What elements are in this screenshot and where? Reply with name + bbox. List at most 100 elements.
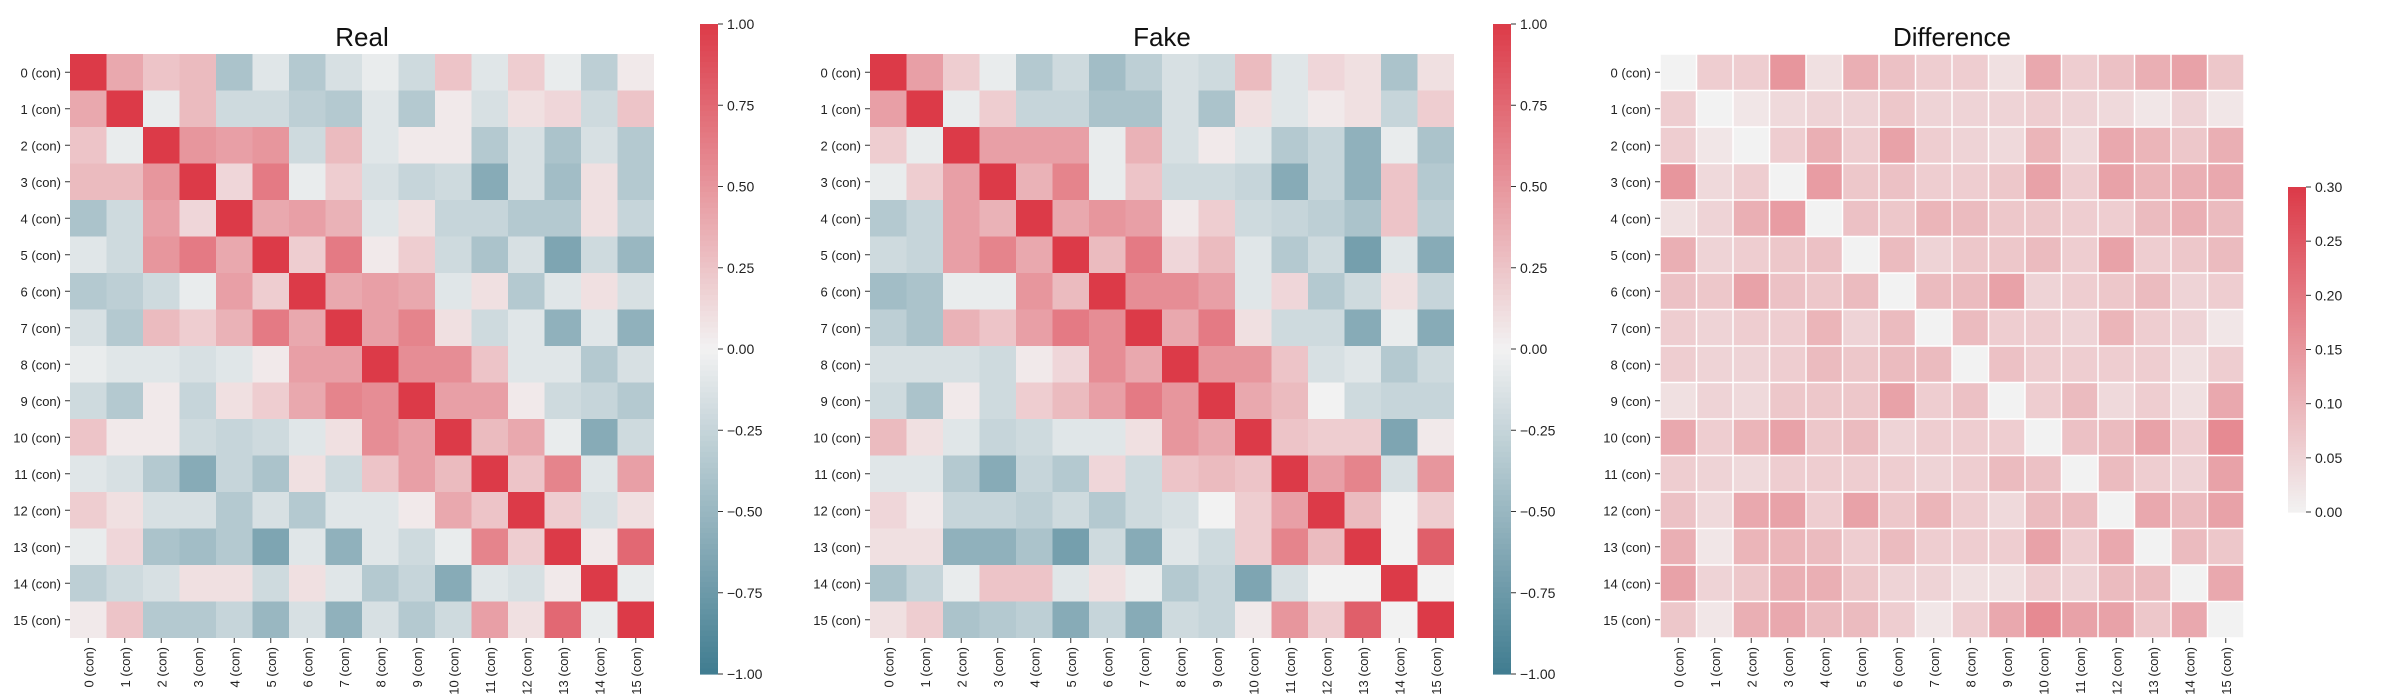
heatmap-cell bbox=[1125, 419, 1162, 456]
heatmap-cell bbox=[1308, 601, 1345, 638]
colorbar-segment bbox=[2288, 327, 2306, 332]
heatmap-cell bbox=[2098, 54, 2134, 90]
colorbar-segment bbox=[2288, 205, 2306, 210]
colorbar-segment bbox=[700, 126, 718, 133]
colorbar-segment bbox=[700, 229, 718, 236]
heatmap-cell bbox=[70, 565, 107, 602]
colorbar-segment bbox=[700, 468, 718, 475]
colorbar-segment bbox=[700, 441, 718, 448]
heatmap-cell bbox=[1417, 127, 1454, 164]
heatmap-cell bbox=[435, 163, 472, 200]
heatmap-cell bbox=[979, 565, 1016, 602]
colorbar-segment bbox=[700, 636, 718, 643]
heatmap-cell bbox=[1989, 127, 2025, 163]
x-tick-label: 8 (con) bbox=[373, 647, 388, 687]
heatmap-cell bbox=[216, 492, 253, 529]
heatmap-cell bbox=[1879, 200, 1915, 236]
heatmap-cell bbox=[2171, 529, 2207, 565]
y-tick-label: 0 (con) bbox=[821, 65, 861, 80]
heatmap-cell bbox=[1660, 529, 1696, 565]
heatmap-cell bbox=[398, 127, 435, 164]
heatmap-cells bbox=[70, 54, 654, 638]
heatmap-cell bbox=[1697, 273, 1733, 309]
heatmap-cell bbox=[617, 601, 654, 638]
heatmap-cell bbox=[1125, 455, 1162, 492]
heatmap-cell bbox=[1806, 529, 1842, 565]
heatmap-cell bbox=[1198, 455, 1235, 492]
colorbar-segment bbox=[700, 408, 718, 415]
heatmap-cell bbox=[106, 601, 143, 638]
heatmap-cell bbox=[1235, 601, 1272, 638]
heatmap-cell bbox=[1235, 455, 1272, 492]
heatmap-cell bbox=[325, 236, 362, 273]
colorbar-segment bbox=[2288, 425, 2306, 429]
colorbar-segment bbox=[2288, 273, 2306, 277]
heatmap-cell bbox=[581, 54, 618, 91]
heatmap-cell bbox=[325, 309, 362, 346]
y-tick-label: 0 (con) bbox=[21, 65, 61, 80]
colorbar-segment bbox=[1493, 294, 1511, 301]
heatmap-cell bbox=[2062, 492, 2098, 528]
heatmap-cell bbox=[2135, 529, 2171, 565]
heatmap-cell bbox=[289, 236, 326, 273]
colorbar-segment bbox=[700, 191, 718, 198]
heatmap-cell bbox=[979, 273, 1016, 310]
heatmap-cell bbox=[435, 455, 472, 492]
colorbar-tick-label: 0.25 bbox=[1520, 260, 1547, 276]
heatmap-cell bbox=[2171, 346, 2207, 382]
heatmap-cell bbox=[1916, 91, 1952, 127]
heatmap-cell bbox=[1989, 273, 2025, 309]
heatmap-cell bbox=[508, 309, 545, 346]
x-tick-label: 10 (con) bbox=[1246, 647, 1261, 695]
heatmap-cell bbox=[581, 163, 618, 200]
colorbar-tick-label: −0.75 bbox=[727, 585, 763, 601]
heatmap-cell bbox=[979, 492, 1016, 529]
heatmap-cell bbox=[1733, 346, 1769, 382]
heatmap-cell bbox=[1916, 529, 1952, 565]
colorbar-segment bbox=[2288, 471, 2306, 475]
heatmap-cell bbox=[906, 528, 943, 565]
heatmap-cell bbox=[1916, 383, 1952, 419]
heatmap-cell bbox=[2025, 419, 2061, 455]
colorbar-tick-label: −0.50 bbox=[1520, 504, 1556, 520]
colorbar: 1.00 0.75 0.50 0.25 0.00 −0.25 −0.50 −0.75 −1.00 bbox=[1493, 16, 1556, 682]
heatmap-cell bbox=[2208, 164, 2244, 200]
heatmap-cell bbox=[398, 163, 435, 200]
heatmap-cell bbox=[1271, 419, 1308, 456]
heatmap-cell bbox=[1235, 163, 1272, 200]
colorbar-segment bbox=[1493, 424, 1511, 431]
colorbar-segment bbox=[1493, 641, 1511, 648]
heatmap-cell bbox=[1989, 456, 2025, 492]
colorbar-segment bbox=[700, 560, 718, 567]
heatmap-cell bbox=[1198, 90, 1235, 127]
heatmap-cell bbox=[870, 236, 907, 273]
heatmap-cell bbox=[1989, 91, 2025, 127]
heatmap-cell bbox=[1198, 346, 1235, 383]
colorbar-segment bbox=[1493, 45, 1511, 52]
heatmap-cell bbox=[581, 565, 618, 602]
heatmap-cell bbox=[1381, 309, 1418, 346]
y-tick-label: 14 (con) bbox=[1603, 576, 1651, 591]
heatmap-cell bbox=[1660, 164, 1696, 200]
heatmap-cell bbox=[435, 273, 472, 310]
heatmap-cell bbox=[1989, 529, 2025, 565]
colorbar-segment bbox=[1493, 468, 1511, 475]
heatmap-cell bbox=[508, 236, 545, 273]
heatmap-cell bbox=[1806, 237, 1842, 273]
heatmap-cell bbox=[979, 346, 1016, 383]
colorbar-segment bbox=[1493, 549, 1511, 556]
heatmap-cell bbox=[106, 455, 143, 492]
colorbar-segment bbox=[1493, 197, 1511, 204]
heatmap-cell bbox=[1235, 54, 1272, 91]
x-tick-label: 6 (con) bbox=[1890, 647, 1905, 687]
heatmap-cell bbox=[216, 601, 253, 638]
heatmap-cell bbox=[179, 455, 216, 492]
heatmap-cell bbox=[1016, 309, 1053, 346]
colorbar-segment bbox=[1493, 511, 1511, 518]
heatmap-cell bbox=[1660, 54, 1696, 90]
colorbar-segment bbox=[2288, 498, 2306, 502]
colorbar-segment bbox=[700, 235, 718, 242]
heatmap-cell bbox=[2208, 419, 2244, 455]
colorbar-segment bbox=[2288, 468, 2306, 472]
x-tick-label: 12 (con) bbox=[2109, 647, 2124, 695]
